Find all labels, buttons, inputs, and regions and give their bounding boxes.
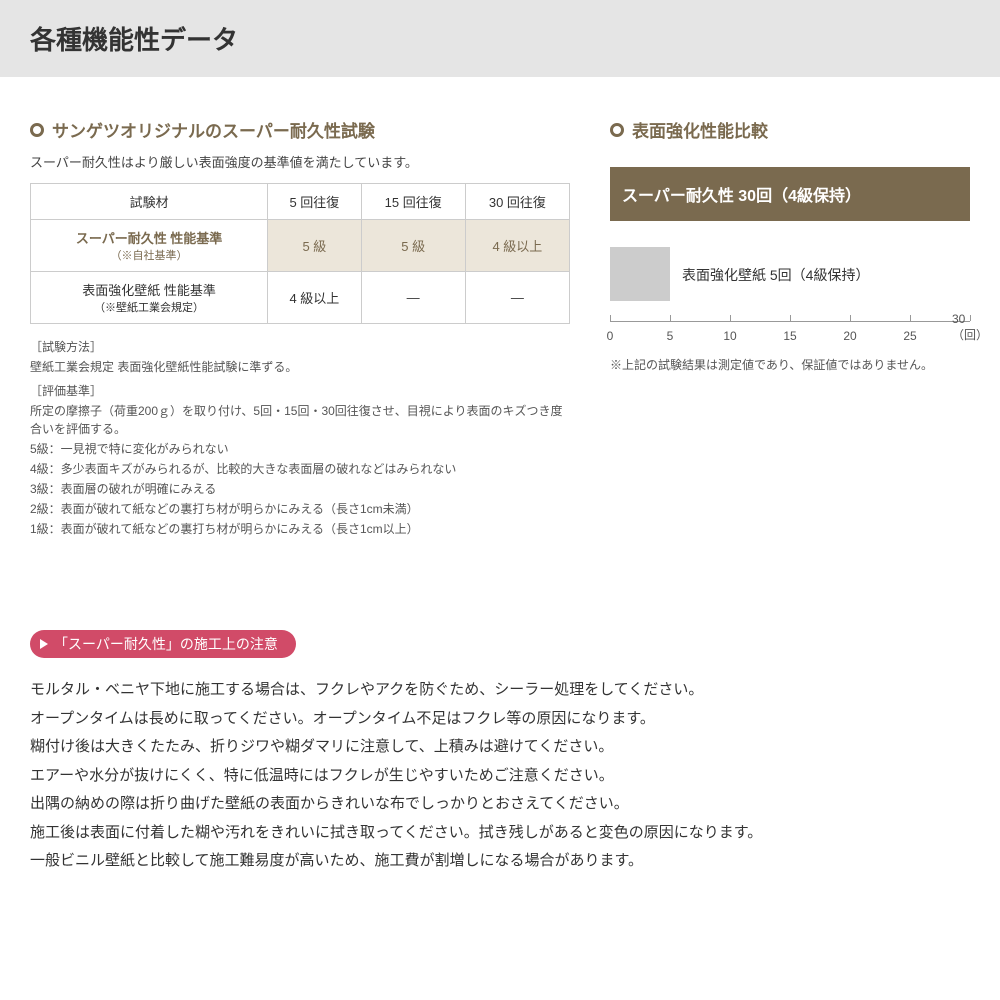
row2-c0: 4 級以上: [268, 272, 361, 324]
tick-line: [670, 315, 671, 321]
grade4: 4級：多少表面キズがみられるが、比較的大きな表面層の破れなどはみられない: [30, 460, 570, 478]
grade1: 1級：表面が破れて紙などの裏打ち材が明らかにみえる（長さ1cm以上）: [30, 520, 570, 538]
chart-bar-label-1: 表面強化壁紙 5回（4級保持）: [682, 265, 869, 285]
caution-pill: 「スーパー耐久性」の施工上の注意: [30, 630, 296, 658]
caution-title: 「スーパー耐久性」の施工上の注意: [54, 634, 278, 654]
method-text: 壁紙工業会規定 表面強化壁紙性能試験に準ずる。: [30, 358, 570, 376]
chart-bar-0: スーパー耐久性 30回（4級保持）: [610, 167, 970, 221]
th-2: 15 回往復: [361, 184, 465, 220]
section-title-left: サンゲツオリジナルのスーパー耐久性試験: [30, 117, 570, 142]
bullet-icon: [610, 123, 624, 137]
tick-line: [910, 315, 911, 321]
grade2: 2級：表面が破れて紙などの裏打ち材が明らかにみえる（長さ1cm未満）: [30, 500, 570, 518]
content: サンゲツオリジナルのスーパー耐久性試験 スーパー耐久性はより厳しい表面強度の基準…: [0, 117, 1000, 876]
tick-line: [610, 315, 611, 321]
comparison-chart-section: 表面強化性能比較 スーパー耐久性 30回（4級保持） 表面強化壁紙 5回（4級保持…: [610, 117, 970, 540]
page-title: 各種機能性データ: [30, 20, 970, 57]
caution-item: 施工後は表面に付着した糊や汚れをきれいに拭き取ってください。拭き残しがあると変色…: [30, 819, 970, 848]
caution-item: 出隅の納めの際は折り曲げた壁紙の表面からきれいな布でしっかりとおさえてください。: [30, 790, 970, 819]
durability-table: 試験材 5 回往復 15 回往復 30 回往復 スーパー耐久性 性能基準 （※自…: [30, 183, 570, 324]
row2-c2: —: [465, 272, 569, 324]
row1-c2: 4 級以上: [465, 220, 569, 272]
row1-head: スーパー耐久性 性能基準 （※自社基準）: [31, 220, 268, 272]
triangle-icon: [40, 639, 48, 649]
tick-line: [730, 315, 731, 321]
tick-label: 20: [843, 329, 856, 343]
table-header-row: 試験材 5 回往復 15 回往復 30 回往復: [31, 184, 570, 220]
tick-label: 15: [783, 329, 796, 343]
grade3: 3級：表面層の破れが明確にみえる: [30, 480, 570, 498]
tick-label: 5: [667, 329, 674, 343]
bullet-icon: [30, 123, 44, 137]
criteria-text: 所定の摩擦子（荷重200ｇ）を取り付け、5回・15回・30回往復させ、目視により…: [30, 402, 570, 438]
row2-head: 表面強化壁紙 性能基準 （※壁紙工業会規定）: [31, 272, 268, 324]
test-notes: ［試験方法］ 壁紙工業会規定 表面強化壁紙性能試験に準ずる。 ［評価基準］ 所定…: [30, 338, 570, 538]
section-title-right: 表面強化性能比較: [610, 117, 970, 142]
row1-head-text: スーパー耐久性 性能基準: [76, 231, 222, 246]
row1-c0: 5 級: [268, 220, 361, 272]
caution-item: 糊付け後は大きくたたみ、折りジワや糊ダマリに注意して、上積みは避けてください。: [30, 733, 970, 762]
tick-label: 10: [723, 329, 736, 343]
th-1: 5 回往復: [268, 184, 361, 220]
chart-note: ※上記の試験結果は測定値であり、保証値ではありません。: [610, 356, 970, 373]
tick-label: 0: [607, 329, 614, 343]
chart-bar-1: [610, 247, 670, 301]
tick-label: 30（回）: [952, 312, 988, 343]
page-header: 各種機能性データ: [0, 0, 1000, 77]
table-row-standard: 表面強化壁紙 性能基準 （※壁紙工業会規定） 4 級以上 — —: [31, 272, 570, 324]
caution-list: モルタル・ベニヤ下地に施工する場合は、フクレやアクを防ぐため、シーラー処理をして…: [30, 676, 970, 876]
row2-head-sub: （※壁紙工業会規定）: [37, 299, 261, 315]
row2-c1: —: [361, 272, 465, 324]
section-title-right-text: 表面強化性能比較: [632, 117, 768, 142]
durability-test-section: サンゲツオリジナルのスーパー耐久性試験 スーパー耐久性はより厳しい表面強度の基準…: [30, 117, 570, 540]
caution-item: 一般ビニル壁紙と比較して施工難易度が高いため、施工費が割増しになる場合があります…: [30, 847, 970, 876]
comparison-chart: スーパー耐久性 30回（4級保持） 表面強化壁紙 5回（4級保持） 0 5 10 15 20…: [610, 152, 970, 362]
grade5: 5級：一見視で特に変化がみられない: [30, 440, 570, 458]
th-0: 試験材: [31, 184, 268, 220]
table-row-super: スーパー耐久性 性能基準 （※自社基準） 5 級 5 級 4 級以上: [31, 220, 570, 272]
tick-line: [790, 315, 791, 321]
caution-item: エアーや水分が抜けにくく、特に低温時にはフクレが生じやすいためご注意ください。: [30, 762, 970, 791]
caution-item: オープンタイムは長めに取ってください。オープンタイム不足はフクレ等の原因になりま…: [30, 705, 970, 734]
criteria-label: ［評価基準］: [30, 382, 570, 400]
chart-bars: スーパー耐久性 30回（4級保持）表面強化壁紙 5回（4級保持）05101520…: [610, 152, 970, 322]
row2-head-text: 表面強化壁紙 性能基準: [82, 283, 216, 298]
row1-head-sub: （※自社基準）: [37, 247, 261, 263]
caution-item: モルタル・ベニヤ下地に施工する場合は、フクレやアクを防ぐため、シーラー処理をして…: [30, 676, 970, 705]
th-3: 30 回往復: [465, 184, 569, 220]
tick-line: [850, 315, 851, 321]
left-subtitle: スーパー耐久性はより厳しい表面強度の基準値を満たしています。: [30, 152, 570, 171]
section-title-left-text: サンゲツオリジナルのスーパー耐久性試験: [52, 117, 375, 142]
tick-label: 25: [903, 329, 916, 343]
row1-c1: 5 級: [361, 220, 465, 272]
method-label: ［試験方法］: [30, 338, 570, 356]
